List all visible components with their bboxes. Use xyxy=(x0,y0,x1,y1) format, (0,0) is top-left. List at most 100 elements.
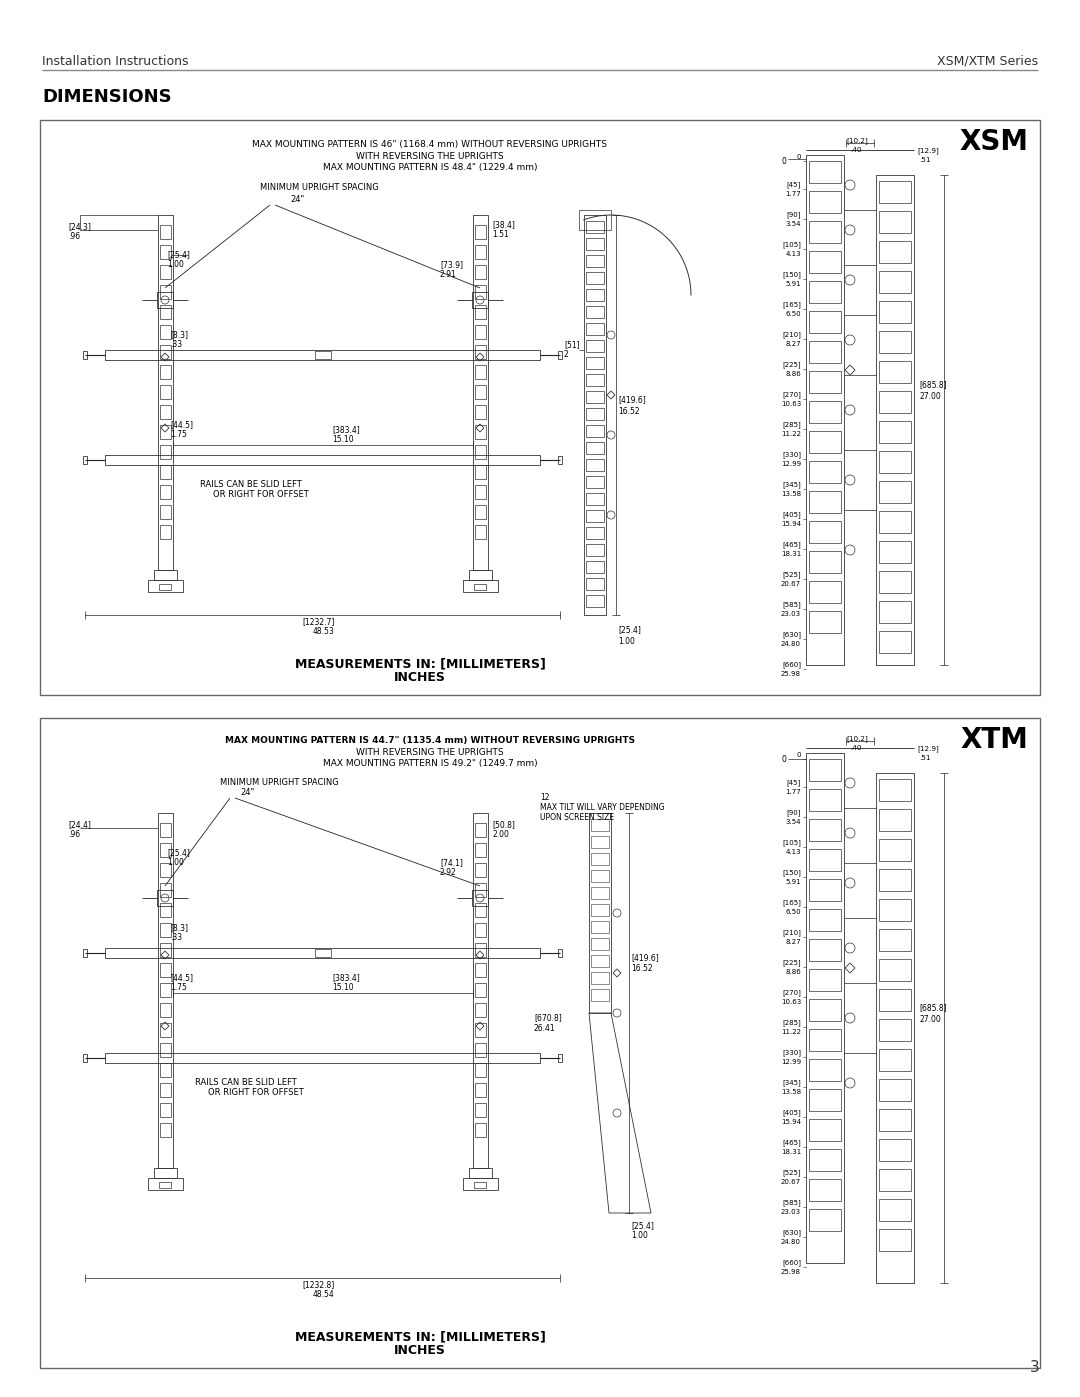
Text: 0: 0 xyxy=(797,154,801,161)
Text: RAILS CAN BE SLID LEFT: RAILS CAN BE SLID LEFT xyxy=(195,1078,297,1087)
Text: [383.4]: [383.4] xyxy=(333,425,361,434)
Bar xyxy=(879,840,912,861)
Bar xyxy=(879,481,912,503)
Text: OR RIGHT FOR OFFSET: OR RIGHT FOR OFFSET xyxy=(208,1088,303,1097)
Text: .96: .96 xyxy=(68,830,80,840)
Text: 8.86: 8.86 xyxy=(785,970,801,975)
Text: [210]: [210] xyxy=(782,331,801,338)
Text: [383.4]: [383.4] xyxy=(333,972,361,982)
Text: [105]: [105] xyxy=(782,840,801,847)
Text: [345]: [345] xyxy=(782,482,801,489)
Bar xyxy=(879,1109,912,1132)
Bar xyxy=(809,999,841,1021)
Bar xyxy=(809,819,841,841)
Text: [74.1]: [74.1] xyxy=(440,858,463,868)
Bar xyxy=(160,365,171,379)
Bar xyxy=(462,1178,498,1190)
Bar xyxy=(879,451,912,474)
Bar xyxy=(879,271,912,293)
Bar xyxy=(879,989,912,1011)
Text: 25.98: 25.98 xyxy=(781,1268,801,1275)
Text: [150]: [150] xyxy=(782,869,801,876)
Bar xyxy=(474,1123,486,1137)
Bar xyxy=(586,289,604,300)
Bar xyxy=(153,1168,176,1178)
Text: [90]: [90] xyxy=(786,211,801,218)
Bar xyxy=(809,1179,841,1201)
Text: [270]: [270] xyxy=(782,989,801,996)
Bar xyxy=(809,1208,841,1231)
Bar xyxy=(809,849,841,870)
Text: 2.91: 2.91 xyxy=(440,270,457,279)
Text: [330]: [330] xyxy=(782,451,801,458)
Text: 1.75: 1.75 xyxy=(170,430,187,439)
Bar xyxy=(474,345,486,359)
Text: 15.10: 15.10 xyxy=(333,983,354,992)
Bar xyxy=(83,949,87,957)
Bar xyxy=(586,527,604,539)
Text: 18.31: 18.31 xyxy=(781,1148,801,1155)
Text: INCHES: INCHES xyxy=(394,671,446,685)
Bar xyxy=(809,312,841,332)
Text: 1.00: 1.00 xyxy=(167,260,184,270)
Bar xyxy=(160,465,171,479)
Text: 23.03: 23.03 xyxy=(781,1208,801,1215)
Text: 2.92: 2.92 xyxy=(440,868,457,877)
Bar xyxy=(474,405,486,419)
Text: 20.67: 20.67 xyxy=(781,581,801,587)
Text: [8.3]: [8.3] xyxy=(170,330,188,339)
Text: 16.52: 16.52 xyxy=(631,964,652,972)
Text: 27.00: 27.00 xyxy=(919,1016,941,1024)
Bar xyxy=(806,155,843,665)
Bar xyxy=(474,446,486,460)
Text: [25.4]: [25.4] xyxy=(631,1221,653,1229)
Bar xyxy=(586,358,604,369)
Bar xyxy=(474,963,486,977)
Bar xyxy=(809,221,841,243)
Text: [405]: [405] xyxy=(782,511,801,518)
Bar xyxy=(591,835,609,848)
Text: [38.4]: [38.4] xyxy=(492,219,515,229)
Bar xyxy=(474,823,486,837)
Bar xyxy=(474,525,486,539)
Bar xyxy=(586,460,604,471)
Text: 23.03: 23.03 xyxy=(781,610,801,617)
Bar xyxy=(314,949,330,957)
Bar xyxy=(474,386,486,400)
Bar xyxy=(586,510,604,522)
Text: Installation Instructions: Installation Instructions xyxy=(42,54,189,68)
Text: .51: .51 xyxy=(919,156,931,163)
Bar xyxy=(579,210,611,231)
Bar xyxy=(474,326,486,339)
Bar xyxy=(586,543,604,556)
Text: 1.75: 1.75 xyxy=(170,983,187,992)
Text: 4.13: 4.13 xyxy=(785,849,801,855)
Bar xyxy=(474,923,486,937)
Bar xyxy=(809,789,841,812)
Bar xyxy=(591,972,609,983)
Bar xyxy=(809,759,841,781)
Bar xyxy=(160,902,171,916)
Bar xyxy=(876,175,914,665)
Text: 1.77: 1.77 xyxy=(785,191,801,197)
Text: .96: .96 xyxy=(68,232,80,242)
Bar xyxy=(591,989,609,1002)
Bar xyxy=(586,306,604,319)
Bar xyxy=(474,883,486,897)
Text: 0: 0 xyxy=(781,156,786,166)
Bar xyxy=(160,963,171,977)
Text: 12: 12 xyxy=(540,793,550,802)
Bar xyxy=(586,323,604,335)
Text: 15.94: 15.94 xyxy=(781,521,801,527)
Bar xyxy=(586,272,604,284)
Bar xyxy=(160,923,171,937)
Text: 11.22: 11.22 xyxy=(781,1030,801,1035)
Bar xyxy=(158,813,173,1168)
Bar xyxy=(105,455,540,465)
Text: 26.41: 26.41 xyxy=(534,1024,555,1032)
Text: MAX MOUNTING PATTERN IS 44.7" (1135.4 mm) WITHOUT REVERSING UPRIGHTS: MAX MOUNTING PATTERN IS 44.7" (1135.4 mm… xyxy=(225,736,635,745)
Bar xyxy=(160,1083,171,1097)
Text: WITH REVERSING THE UPRIGHTS: WITH REVERSING THE UPRIGHTS xyxy=(356,747,503,757)
Bar xyxy=(809,1119,841,1141)
Text: [44.5]: [44.5] xyxy=(170,420,193,429)
